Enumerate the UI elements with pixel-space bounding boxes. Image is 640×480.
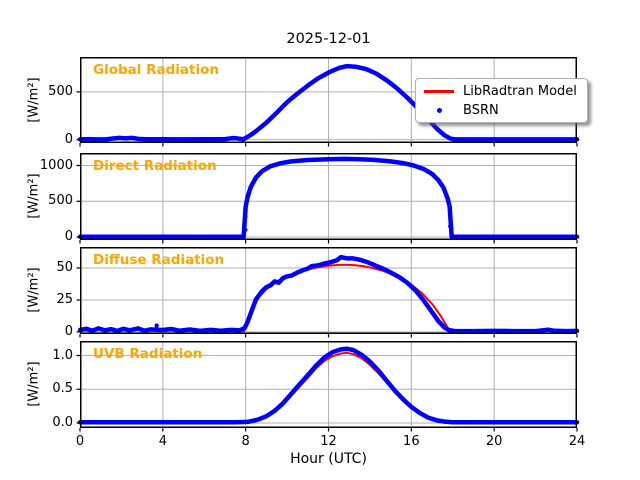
panel-label-direct: Direct Radiation <box>93 158 217 174</box>
y-tick-label: 500 <box>48 84 73 100</box>
legend-item-model: LibRadtran Model <box>424 83 577 99</box>
y-tick-label: 0.0 <box>52 415 73 431</box>
y-axis-label-direct: [W/m²] <box>26 173 42 219</box>
y-tick-label: 0 <box>64 324 73 340</box>
y-axis-label-diffuse: [W/m²] <box>26 267 42 313</box>
y-tick-label: 50 <box>56 260 73 276</box>
legend-label-model: LibRadtran Model <box>463 83 577 99</box>
axes-spine <box>80 341 577 428</box>
x-tick-label: 8 <box>241 434 250 449</box>
bsrn-series <box>77 63 580 142</box>
panel-label-uvb: UVB Radiation <box>93 346 203 362</box>
panel-diffuse-radiation: Diffuse Radiation <box>76 247 580 338</box>
y-axis-label-uvb: [W/m²] <box>26 361 42 407</box>
panel-label-global: Global Radiation <box>93 62 219 78</box>
bsrn-series <box>77 346 580 425</box>
x-tick-label: 0 <box>75 434 85 449</box>
y-tick-label: 0.5 <box>52 381 73 397</box>
y-tick-label: 25 <box>56 292 73 308</box>
panel-uvb-radiation: UVB Radiation <box>76 341 580 432</box>
bsrn-series <box>77 156 580 239</box>
y-tick-label: 1000 <box>39 157 73 173</box>
x-axis-label: Hour (UTC) <box>290 451 367 467</box>
model-line-sample <box>424 89 454 93</box>
y-tick-label: 0 <box>64 131 73 147</box>
bsrn-series <box>77 254 580 334</box>
axes-spine <box>80 153 577 240</box>
x-tick-label: 20 <box>485 434 503 449</box>
y-tick-label: 500 <box>48 193 73 209</box>
legend-label-bsrn: BSRN <box>463 102 499 118</box>
y-tick-label: 0 <box>64 229 73 245</box>
direct-radiation-plot <box>76 153 580 244</box>
panel-global-radiation: Global Radiation <box>76 57 580 147</box>
legend-item-bsrn: BSRN <box>424 102 577 118</box>
axes-spine <box>80 247 577 334</box>
panel-label-diffuse: Diffuse Radiation <box>93 252 225 268</box>
diffuse-radiation-plot <box>76 247 580 338</box>
scatter-point <box>243 227 248 233</box>
x-tick-label: 12 <box>320 434 337 449</box>
uvb-radiation-plot <box>76 341 580 432</box>
global-radiation-plot <box>76 57 580 147</box>
x-tick-label: 4 <box>158 434 167 449</box>
x-tick-label: 24 <box>568 434 586 449</box>
scatter-point <box>243 214 248 220</box>
legend: LibRadtran Model BSRN <box>415 78 588 123</box>
bsrn-dot-sample <box>424 107 454 113</box>
panel-direct-radiation: Direct Radiation <box>76 153 580 244</box>
scatter-point <box>448 224 453 229</box>
scatter-point <box>154 323 159 328</box>
y-tick-label: 1.0 <box>52 347 73 363</box>
x-tick-label: 16 <box>403 434 420 449</box>
figure-title: 2025-12-01 <box>286 31 371 47</box>
y-axis-label-global: [W/m²] <box>26 77 42 123</box>
